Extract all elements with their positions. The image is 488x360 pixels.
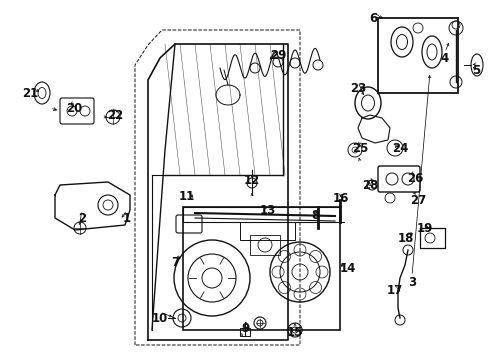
Bar: [240, 328, 249, 336]
Bar: [377, 18, 457, 93]
Text: 3: 3: [407, 275, 415, 288]
Text: 19: 19: [416, 221, 432, 234]
Text: 26: 26: [406, 171, 422, 185]
Text: 24: 24: [391, 141, 407, 154]
Text: 29: 29: [269, 49, 285, 62]
Text: 22: 22: [107, 108, 123, 122]
Bar: [249, 235, 280, 255]
Text: 8: 8: [310, 208, 319, 221]
Bar: [183, 207, 339, 330]
Text: 7: 7: [171, 256, 179, 269]
Text: 17: 17: [386, 284, 402, 297]
Text: 6: 6: [368, 12, 376, 24]
Text: 18: 18: [397, 231, 413, 244]
Text: 15: 15: [286, 327, 303, 339]
Text: 25: 25: [351, 141, 367, 154]
Text: 10: 10: [152, 311, 168, 324]
Text: 9: 9: [241, 321, 248, 334]
Text: 28: 28: [361, 179, 377, 192]
Text: 14: 14: [339, 261, 355, 274]
Text: 12: 12: [244, 174, 260, 186]
Text: 21: 21: [22, 86, 38, 99]
Text: 2: 2: [78, 212, 86, 225]
Bar: [240, 222, 294, 240]
Text: 27: 27: [409, 194, 425, 207]
Text: 23: 23: [349, 81, 366, 95]
Text: 13: 13: [259, 203, 276, 216]
Text: 20: 20: [66, 102, 82, 114]
Text: 4: 4: [440, 51, 448, 64]
Text: 16: 16: [332, 192, 348, 204]
Text: 5: 5: [471, 63, 479, 77]
Text: 11: 11: [179, 189, 195, 202]
Bar: [183, 207, 339, 222]
Text: 1: 1: [122, 212, 131, 225]
